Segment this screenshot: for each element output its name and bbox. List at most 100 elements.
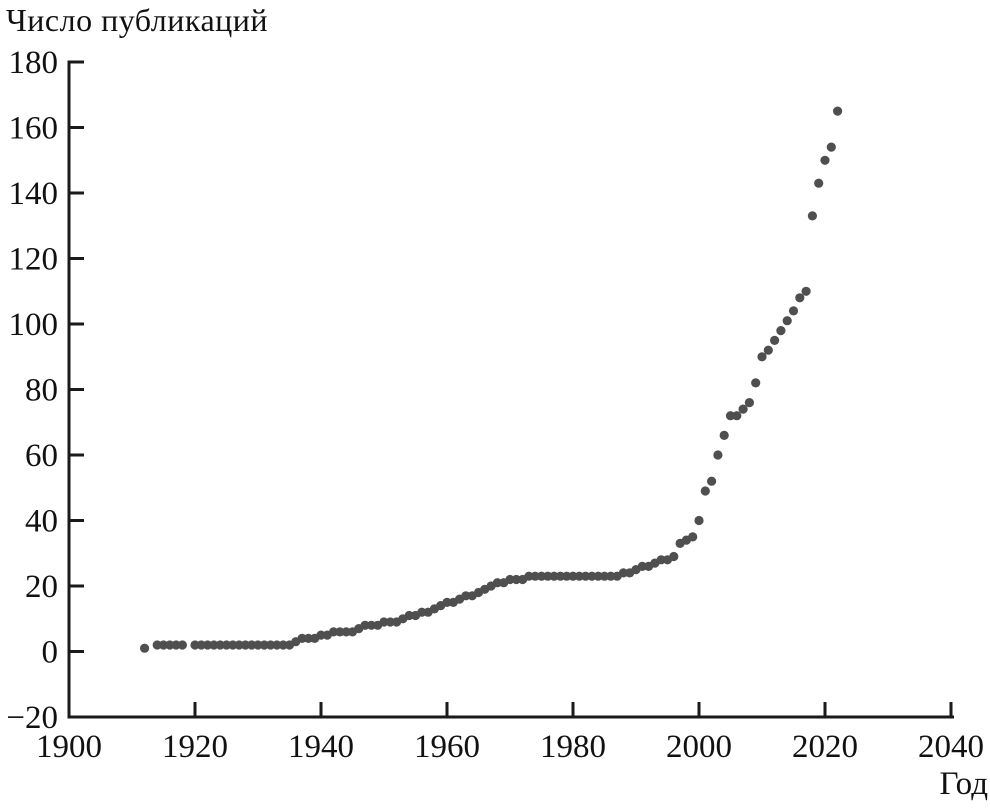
data-point	[341, 627, 351, 637]
data-point	[492, 578, 502, 588]
data-points	[140, 106, 843, 653]
data-point	[253, 640, 263, 650]
data-point	[688, 532, 698, 542]
data-point	[177, 640, 187, 650]
data-point	[555, 571, 566, 581]
data-point	[505, 574, 515, 585]
data-point	[694, 515, 704, 526]
data-point	[266, 640, 276, 650]
data-point	[732, 411, 742, 421]
data-point	[719, 430, 729, 440]
y-axis: −20 0 20 40 60 80 100 120 140 160 180	[6, 45, 84, 736]
x-tick-label: 1900	[36, 729, 102, 765]
y-tick-label: 20	[25, 569, 58, 605]
data-point	[303, 633, 313, 644]
data-point	[461, 591, 471, 601]
data-point	[316, 630, 326, 640]
data-point	[814, 178, 824, 188]
data-point	[738, 404, 748, 414]
y-tick-label: 100	[9, 307, 59, 343]
y-tick-label: 160	[9, 111, 59, 147]
data-point	[788, 306, 799, 316]
x-tick-label: 2040	[918, 729, 984, 765]
data-point	[599, 571, 610, 581]
data-point	[152, 640, 162, 650]
data-point	[807, 211, 818, 221]
data-point	[171, 640, 181, 650]
y-tick-label: 80	[25, 373, 58, 409]
y-tick-label: 180	[9, 45, 59, 81]
data-point	[196, 640, 206, 650]
data-point	[637, 561, 647, 572]
x-tick-label: 1960	[414, 729, 480, 765]
data-point	[669, 551, 679, 562]
data-point	[158, 640, 169, 650]
data-point	[165, 640, 175, 650]
data-point	[770, 335, 780, 345]
data-point	[757, 352, 767, 362]
y-tick-label: 120	[9, 242, 59, 278]
y-tick-label: 0	[42, 635, 59, 671]
data-point	[228, 640, 238, 650]
data-point	[820, 155, 830, 165]
data-point	[190, 640, 200, 650]
data-point	[247, 640, 257, 650]
y-tick-label: 140	[9, 176, 59, 212]
y-tick-label: 40	[25, 504, 58, 540]
data-point	[140, 643, 150, 653]
data-point	[215, 640, 225, 650]
data-point	[574, 571, 584, 581]
data-point	[278, 640, 288, 650]
data-point	[209, 640, 219, 650]
data-point	[656, 555, 666, 565]
data-point	[366, 620, 376, 630]
data-point	[511, 574, 521, 585]
data-point	[360, 620, 370, 630]
data-point	[524, 571, 534, 581]
data-point	[543, 571, 553, 581]
x-tick-label: 2000	[666, 729, 732, 765]
data-point	[782, 316, 792, 326]
x-tick-label: 1920	[162, 729, 228, 765]
data-point	[272, 640, 282, 650]
data-point	[417, 607, 427, 617]
data-point	[707, 476, 717, 486]
data-point	[404, 610, 414, 621]
data-point	[795, 293, 805, 303]
data-point	[751, 378, 761, 388]
data-point	[618, 568, 629, 578]
data-point	[833, 106, 843, 116]
data-point	[763, 345, 773, 355]
data-point	[801, 286, 811, 296]
data-point	[744, 398, 755, 408]
y-tick-label: −20	[6, 700, 58, 736]
data-point	[240, 640, 250, 650]
x-tick-label: 1940	[288, 729, 354, 765]
data-point	[297, 633, 307, 644]
data-point	[379, 617, 389, 627]
data-point	[530, 571, 540, 581]
data-point	[385, 617, 395, 627]
data-point	[203, 640, 213, 650]
data-point	[700, 486, 710, 496]
y-tick-label: 60	[25, 438, 58, 474]
data-point	[562, 571, 572, 581]
x-tick-label: 1980	[540, 729, 606, 765]
data-point	[581, 571, 591, 581]
data-point	[606, 571, 616, 581]
data-point	[442, 597, 452, 608]
data-point	[593, 571, 603, 581]
data-point	[549, 571, 559, 581]
data-point	[725, 411, 736, 421]
data-point	[259, 640, 269, 650]
data-point	[776, 326, 786, 336]
x-tick-label: 2020	[792, 729, 858, 765]
data-point	[335, 627, 345, 637]
data-point	[826, 142, 836, 152]
data-point	[221, 640, 232, 650]
data-point	[587, 571, 597, 581]
data-point	[568, 571, 578, 581]
x-axis: 1900 1920 1940 1960 1980 2000 2020 2040	[36, 702, 984, 765]
